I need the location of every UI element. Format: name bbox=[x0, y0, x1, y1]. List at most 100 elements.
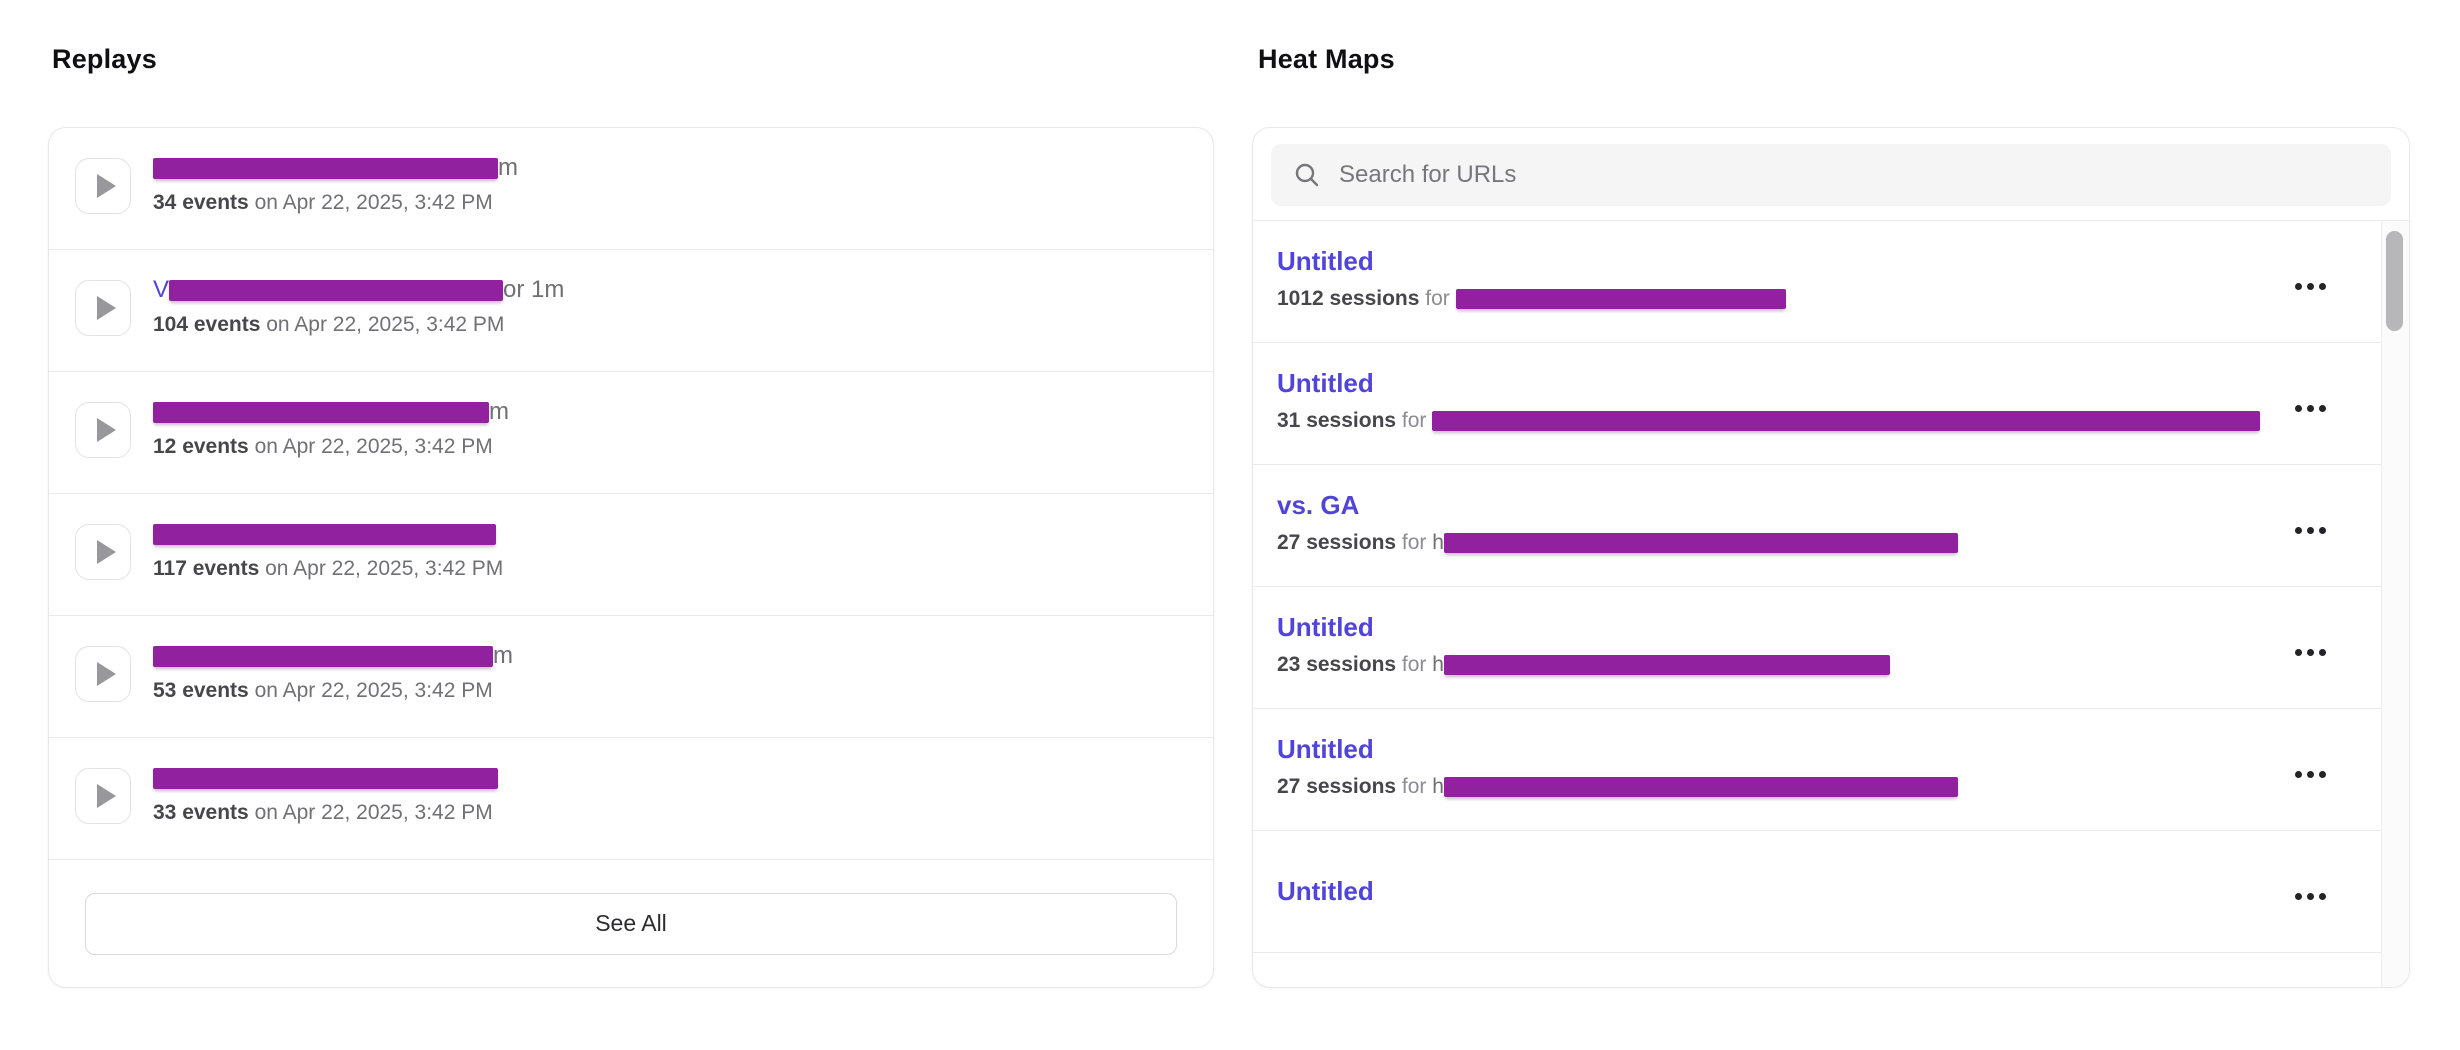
heatmap-sessions-line: 1012 sessions for bbox=[1277, 287, 2382, 311]
replay-name-line[interactable] bbox=[153, 763, 498, 793]
for-label: for bbox=[1401, 653, 1433, 676]
for-label: for bbox=[1401, 775, 1433, 798]
redacted-url-bar bbox=[1443, 655, 1890, 675]
heatmap-list-item: vs. GA 27 sessions for h bbox=[1253, 465, 2382, 587]
event-count: 33 events bbox=[153, 801, 249, 824]
heatmap-sessions-line: 27 sessions for h bbox=[1277, 531, 2382, 555]
replay-timestamp: on Apr 22, 2025, 3:42 PM bbox=[260, 313, 505, 336]
heatmap-list-item: Untitled bbox=[1253, 831, 2382, 953]
url-search-box[interactable] bbox=[1271, 144, 2391, 206]
heatmap-name-link[interactable]: Untitled bbox=[1277, 734, 1374, 764]
replays-footer: See All bbox=[49, 860, 1213, 987]
replay-name-tail: m bbox=[493, 642, 513, 669]
replay-timestamp: on Apr 22, 2025, 3:42 PM bbox=[248, 801, 493, 824]
heatmap-name-link[interactable]: Untitled bbox=[1277, 876, 1374, 906]
session-count: 27 sessions bbox=[1277, 531, 1402, 554]
for-label: for bbox=[1401, 531, 1433, 554]
replay-name-line[interactable] bbox=[153, 519, 496, 549]
search-input[interactable] bbox=[1337, 160, 2391, 190]
heatmap-name-link[interactable]: Untitled bbox=[1277, 246, 1374, 276]
redacted-name-bar bbox=[169, 280, 504, 301]
redacted-url-bar bbox=[1443, 777, 1958, 797]
see-all-button[interactable]: See All bbox=[85, 893, 1177, 955]
play-icon bbox=[96, 784, 116, 808]
heatmaps-section-title: Heat Maps bbox=[1258, 44, 1395, 74]
heatmap-list-item: Untitled 1012 sessions for bbox=[1253, 221, 2382, 343]
replay-name-tail: or 1m bbox=[503, 276, 565, 303]
redacted-url-bar bbox=[1432, 411, 2261, 431]
replay-list-item: m 34 events on Apr 22, 2025, 3:42 PM bbox=[49, 128, 1213, 250]
url-fragment: h bbox=[1432, 531, 1444, 554]
event-count: 12 events bbox=[153, 435, 249, 458]
for-label: for bbox=[1425, 287, 1456, 310]
play-icon bbox=[96, 662, 116, 686]
scrollbar-thumb[interactable] bbox=[2386, 231, 2403, 331]
session-count: 27 sessions bbox=[1277, 775, 1402, 798]
replay-meta-line: 117 events on Apr 22, 2025, 3:42 PM bbox=[153, 557, 503, 581]
kebab-menu-icon[interactable] bbox=[2291, 889, 2330, 904]
kebab-menu-icon[interactable] bbox=[2291, 279, 2330, 294]
heatmap-list-item: Untitled 31 sessions for bbox=[1253, 343, 2382, 465]
heatmap-list-item: Untitled 23 sessions for h bbox=[1253, 587, 2382, 709]
replay-timestamp: on Apr 22, 2025, 3:42 PM bbox=[248, 679, 493, 702]
play-icon bbox=[96, 296, 116, 320]
replay-timestamp: on Apr 22, 2025, 3:42 PM bbox=[248, 435, 493, 458]
heatmap-name-link[interactable]: vs. GA bbox=[1277, 490, 1360, 520]
replay-list-item: 117 events on Apr 22, 2025, 3:42 PM bbox=[49, 494, 1213, 616]
replay-name-tail: m bbox=[489, 398, 509, 425]
kebab-menu-icon[interactable] bbox=[2291, 767, 2330, 782]
replay-name-line[interactable]: m bbox=[153, 641, 513, 671]
redacted-name-bar bbox=[153, 768, 498, 789]
event-count: 53 events bbox=[153, 679, 249, 702]
url-fragment: h bbox=[1432, 653, 1444, 676]
search-icon bbox=[1295, 163, 1319, 187]
replay-name-tail: m bbox=[498, 154, 518, 181]
session-count: 1012 sessions bbox=[1277, 287, 1426, 310]
play-icon bbox=[96, 418, 116, 442]
kebab-menu-icon[interactable] bbox=[2291, 645, 2330, 660]
replay-timestamp: on Apr 22, 2025, 3:42 PM bbox=[259, 557, 504, 580]
replay-meta-line: 53 events on Apr 22, 2025, 3:42 PM bbox=[153, 679, 493, 703]
event-count: 34 events bbox=[153, 191, 249, 214]
heatmaps-search-area bbox=[1253, 128, 2409, 221]
replay-timestamp: on Apr 22, 2025, 3:42 PM bbox=[248, 191, 493, 214]
replay-meta-line: 34 events on Apr 22, 2025, 3:42 PM bbox=[153, 191, 493, 215]
replay-name-line[interactable]: m bbox=[153, 397, 509, 427]
redacted-url-bar bbox=[1455, 289, 1786, 309]
redacted-name-bar bbox=[153, 402, 489, 423]
replay-meta-line: 33 events on Apr 22, 2025, 3:42 PM bbox=[153, 801, 493, 825]
redacted-url-bar bbox=[1443, 533, 1958, 553]
replay-name-line[interactable]: m bbox=[153, 153, 518, 183]
play-button[interactable] bbox=[75, 524, 131, 580]
event-count: 117 events bbox=[153, 557, 260, 580]
replays-section-title: Replays bbox=[52, 44, 157, 74]
play-button[interactable] bbox=[75, 646, 131, 702]
replay-list-item: m 53 events on Apr 22, 2025, 3:42 PM bbox=[49, 616, 1213, 738]
heatmap-list-item: Untitled bbox=[1253, 953, 2382, 987]
url-fragment: h bbox=[1432, 775, 1444, 798]
kebab-menu-icon[interactable] bbox=[2291, 523, 2330, 538]
scrollbar-track[interactable] bbox=[2381, 221, 2409, 987]
heatmap-name-link[interactable]: Untitled bbox=[1277, 612, 1374, 642]
play-button[interactable] bbox=[75, 402, 131, 458]
play-button[interactable] bbox=[75, 768, 131, 824]
heatmap-name-link[interactable]: Untitled bbox=[1277, 953, 1374, 987]
heatmap-name-link[interactable]: Untitled bbox=[1277, 368, 1374, 398]
heatmaps-list: Untitled 1012 sessions for Untitled 31 s… bbox=[1253, 221, 2382, 987]
heatmaps-body: Untitled 1012 sessions for Untitled 31 s… bbox=[1253, 221, 2409, 987]
redacted-name-bar bbox=[153, 524, 496, 545]
play-icon bbox=[96, 174, 116, 198]
heatmaps-card: Untitled 1012 sessions for Untitled 31 s… bbox=[1252, 127, 2410, 988]
play-button[interactable] bbox=[75, 280, 131, 336]
replay-meta-line: 12 events on Apr 22, 2025, 3:42 PM bbox=[153, 435, 493, 459]
heatmap-sessions-line: 27 sessions for h bbox=[1277, 775, 2382, 799]
play-button[interactable] bbox=[75, 158, 131, 214]
replay-meta-line: 104 events on Apr 22, 2025, 3:42 PM bbox=[153, 313, 504, 337]
kebab-menu-icon[interactable] bbox=[2291, 401, 2330, 416]
redacted-name-bar bbox=[153, 646, 493, 667]
